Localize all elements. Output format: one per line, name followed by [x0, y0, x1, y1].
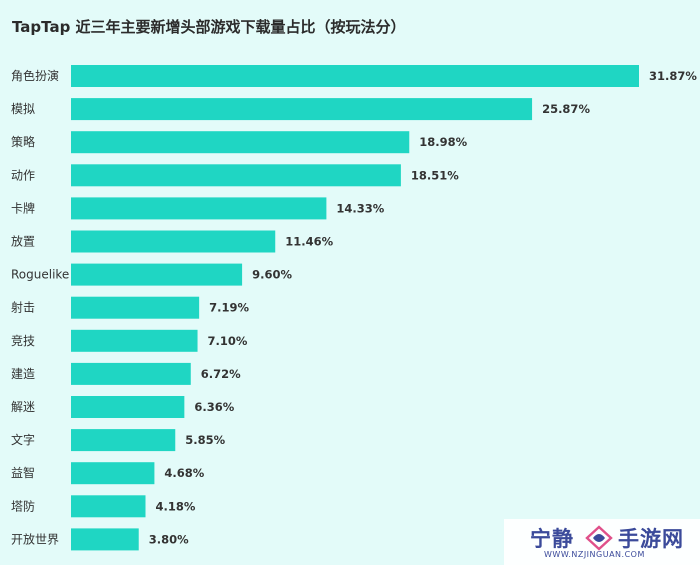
category-label: 开放世界: [11, 531, 59, 546]
category-label: 文字: [11, 432, 35, 447]
value-label: 7.10%: [208, 334, 248, 348]
category-label: 建造: [11, 367, 35, 381]
bar: [71, 462, 155, 485]
category-label: 卡牌: [11, 201, 35, 215]
category-label: 策略: [11, 134, 35, 149]
value-label: 7.19%: [209, 301, 249, 315]
watermark: 宁静 手游网 WWW.NZJINGUAN.COM: [504, 519, 700, 565]
bar: [71, 98, 533, 121]
value-label: 3.80%: [149, 532, 189, 546]
category-label: 解迷: [11, 400, 35, 414]
value-label: 25.87%: [542, 102, 590, 116]
value-label: 11.46%: [285, 235, 333, 249]
bar: [71, 429, 176, 452]
value-label: 18.98%: [419, 135, 467, 149]
bar: [71, 396, 185, 418]
value-label: 18.51%: [411, 168, 459, 182]
bar: [71, 197, 327, 220]
value-label: 6.36%: [194, 400, 234, 414]
category-label: 塔防: [11, 498, 35, 513]
value-label: 4.18%: [155, 499, 195, 513]
value-label: 6.72%: [201, 367, 241, 381]
bar: [71, 362, 191, 385]
bar: [71, 164, 401, 187]
bar: [71, 230, 276, 253]
value-label: 14.33%: [336, 201, 384, 215]
category-label: 益智: [11, 465, 35, 480]
bar: [71, 495, 146, 518]
chart-title: TapTap 近三年主要新增头部游戏下载量占比（按玩法分）: [12, 18, 406, 36]
value-label: 4.68%: [164, 466, 204, 480]
category-label: Roguelike: [11, 268, 69, 282]
bar: [71, 131, 410, 154]
category-label: 射击: [11, 300, 35, 315]
bar: [71, 65, 639, 87]
watermark-text-left: 宁静: [530, 527, 574, 551]
category-label: 放置: [11, 234, 35, 249]
bar: [71, 528, 139, 551]
category-label: 竞技: [11, 334, 35, 348]
value-label: 5.85%: [185, 433, 225, 447]
category-label: 角色扮演: [11, 68, 59, 83]
bar: [71, 329, 198, 352]
bar: [71, 296, 200, 319]
watermark-url: WWW.NZJINGUAN.COM: [544, 550, 645, 559]
bar: [71, 263, 243, 286]
category-label: 动作: [11, 168, 35, 182]
value-label: 31.87%: [649, 69, 697, 83]
diamond-swirl-icon: [585, 525, 613, 551]
value-label: 9.60%: [252, 268, 292, 282]
category-label: 模拟: [11, 102, 35, 116]
watermark-text-right: 手游网: [618, 527, 684, 551]
